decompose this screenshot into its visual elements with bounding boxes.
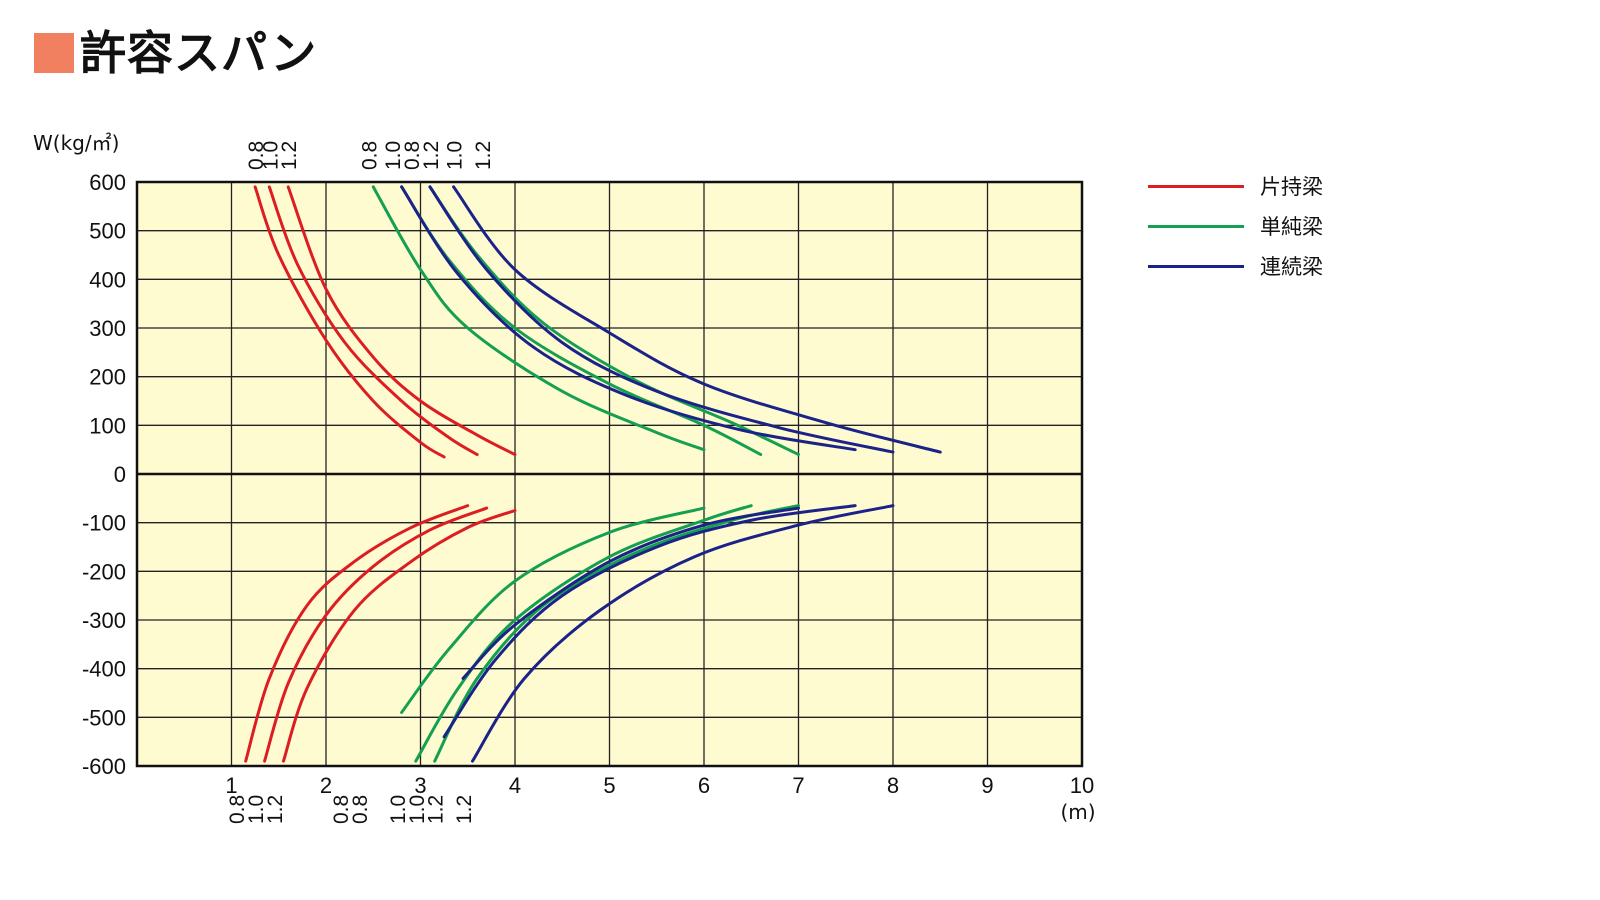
y-axis-label: W(kg/㎡) bbox=[33, 131, 119, 155]
thickness-label-top: 1.0 bbox=[259, 141, 282, 170]
series-curve bbox=[267, 185, 479, 457]
legend-swatch bbox=[1148, 224, 1244, 228]
thickness-label-top: 1.2 bbox=[472, 141, 495, 170]
thickness-label-bottom: 0.8 bbox=[349, 795, 372, 824]
y-tick-label: -100 bbox=[82, 511, 126, 536]
x-tick-label: 7 bbox=[792, 773, 804, 798]
x-tick-label: 2 bbox=[320, 773, 332, 798]
thickness-label-bottom: 0.8 bbox=[226, 795, 249, 824]
x-tick-label: 3 bbox=[414, 773, 426, 798]
series-lines bbox=[244, 185, 942, 763]
y-tick-label: 0 bbox=[114, 462, 126, 487]
series-curve bbox=[400, 185, 857, 452]
x-tick-label: 8 bbox=[887, 773, 899, 798]
y-tick-label: 600 bbox=[89, 170, 126, 195]
thickness-label-bottom: 1.2 bbox=[453, 795, 476, 824]
series-curve bbox=[414, 504, 753, 763]
series-curve bbox=[461, 506, 800, 680]
thickness-label-top: 0.8 bbox=[401, 141, 424, 170]
thickness-label-bottom: 1.0 bbox=[387, 795, 410, 824]
y-tick-labels: 600 500 400 300 200 100 0 -100 -200 -300 -400 -500 -… bbox=[82, 170, 126, 779]
legend-item-cantilever: 片持梁 bbox=[1148, 166, 1323, 206]
series-curve bbox=[244, 504, 470, 763]
title-area: 許容スパン bbox=[34, 28, 317, 78]
thickness-label-bottom: 1.2 bbox=[264, 795, 287, 824]
y-tick-label: -300 bbox=[82, 608, 126, 633]
thickness-label-top: 1.2 bbox=[278, 141, 301, 170]
x-axis-label: (m) bbox=[1060, 800, 1095, 824]
thickness-label-bottom: 1.0 bbox=[245, 795, 268, 824]
y-tick-label: -600 bbox=[82, 754, 126, 779]
thickness-label-top: 0.8 bbox=[245, 141, 268, 170]
thickness-label-bottom: 0.8 bbox=[330, 795, 353, 824]
series-curve bbox=[263, 506, 489, 763]
title-square-icon bbox=[34, 33, 74, 73]
x-tick-labels: 1 2 3 4 5 6 7 8 9 10 bbox=[225, 773, 1094, 798]
series-curve bbox=[470, 504, 895, 763]
thickness-label-top: 1.0 bbox=[382, 141, 405, 170]
thickness-labels: 0.81.01.2 0.8 1.00.81.2 1.0 1.20.81.01.2 0.80… bbox=[226, 141, 495, 824]
series-curve bbox=[281, 509, 517, 763]
thickness-label-bottom: 1.2 bbox=[425, 795, 448, 824]
y-tick-label: -200 bbox=[82, 559, 126, 584]
x-tick-label: 6 bbox=[698, 773, 710, 798]
y-tick-label: -500 bbox=[82, 705, 126, 730]
x-tick-label: 10 bbox=[1070, 773, 1094, 798]
y-tick-label: 200 bbox=[89, 365, 126, 390]
legend-label: 単純梁 bbox=[1260, 215, 1323, 239]
thickness-label-top: 0.8 bbox=[359, 141, 382, 170]
thickness-label-top: 1.2 bbox=[420, 141, 443, 170]
x-tick-label: 9 bbox=[981, 773, 993, 798]
series-curve bbox=[442, 504, 857, 739]
series-curve bbox=[452, 185, 942, 454]
legend-swatch bbox=[1148, 184, 1244, 188]
series-curve bbox=[253, 185, 446, 459]
series-curve bbox=[433, 504, 800, 763]
x-tick-label: 4 bbox=[509, 773, 521, 798]
y-tick-label: 100 bbox=[89, 413, 126, 438]
y-tick-label: 400 bbox=[89, 267, 126, 292]
legend-item-continuous: 連続梁 bbox=[1148, 246, 1323, 286]
y-tick-label: -400 bbox=[82, 657, 126, 682]
legend-label: 連続梁 bbox=[1260, 255, 1323, 279]
series-curve bbox=[428, 185, 895, 454]
y-tick-label: 500 bbox=[89, 219, 126, 244]
legend: 片持梁 単純梁 連続梁 bbox=[1148, 166, 1323, 286]
x-tick-label: 5 bbox=[603, 773, 615, 798]
thickness-label-top: 1.0 bbox=[444, 141, 467, 170]
legend-label: 片持梁 bbox=[1260, 175, 1323, 199]
legend-item-simple: 単純梁 bbox=[1148, 206, 1323, 246]
y-tick-label: 300 bbox=[89, 316, 126, 341]
legend-swatch bbox=[1148, 264, 1244, 268]
series-curve bbox=[400, 506, 706, 714]
page-title: 許容スパン bbox=[80, 26, 318, 80]
series-curve bbox=[286, 185, 517, 457]
x-tick-label: 1 bbox=[225, 773, 237, 798]
series-curve bbox=[371, 185, 706, 452]
thickness-label-bottom: 1.0 bbox=[406, 795, 429, 824]
